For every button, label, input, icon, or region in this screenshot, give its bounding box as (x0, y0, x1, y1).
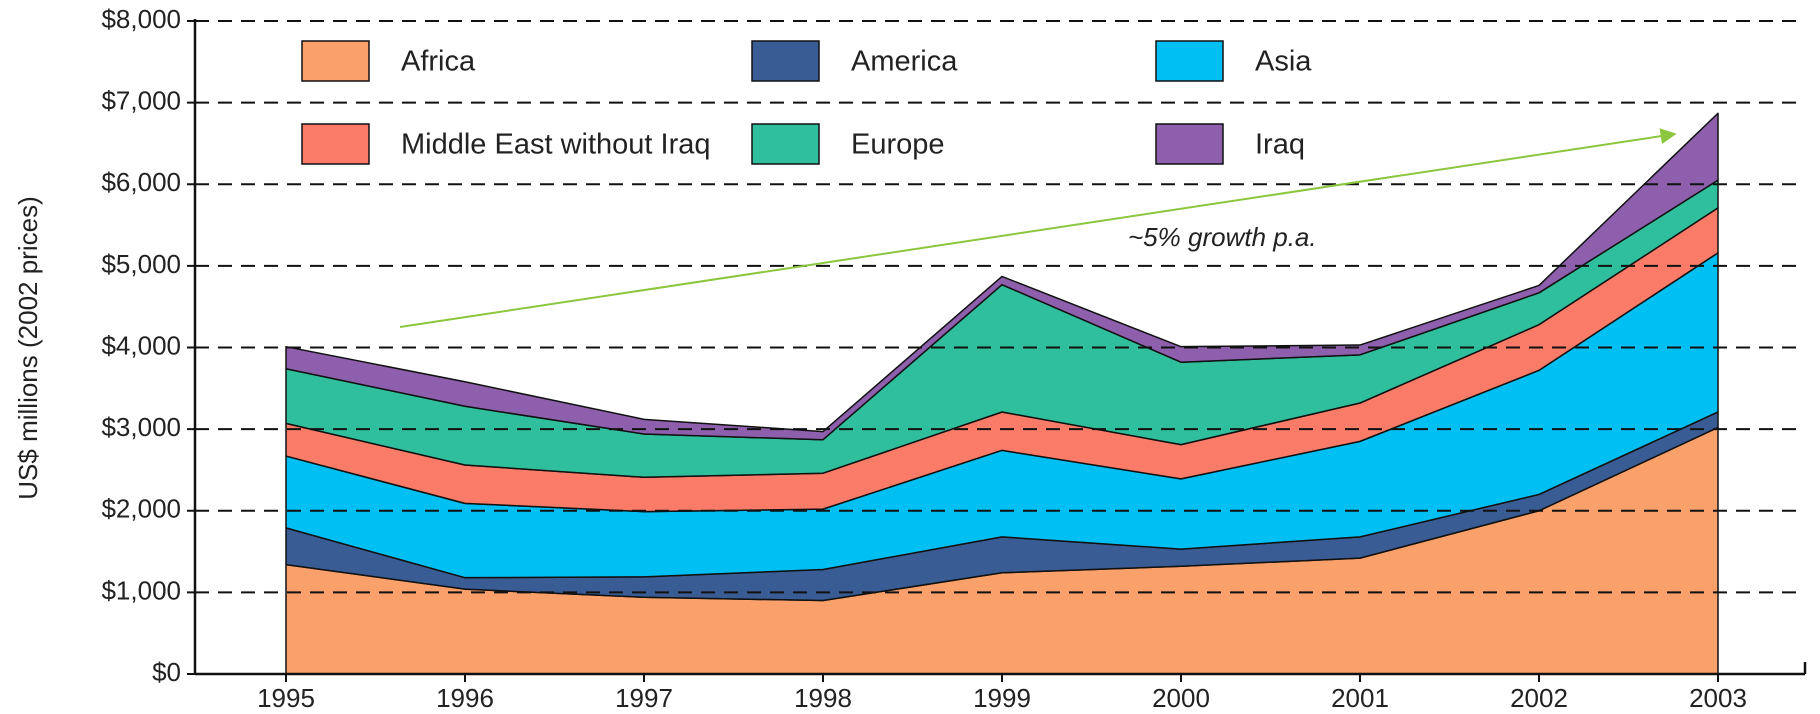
x-tick-label: 2002 (1510, 683, 1568, 713)
x-tick-label: 1997 (615, 683, 673, 713)
y-tick-label: $7,000 (101, 86, 181, 116)
area (285, 112, 1719, 441)
y-tick-label: $4,000 (101, 330, 181, 360)
legend-text: Iraq (1255, 129, 1305, 161)
legend-text: Africa (401, 46, 476, 78)
legend-text: Asia (1255, 46, 1312, 78)
trend-arrow (399, 128, 1677, 328)
legend-text: America (851, 46, 958, 78)
areas (285, 112, 1719, 675)
legend-swatch (1155, 40, 1224, 82)
legend-swatch (301, 40, 370, 82)
y-tick-label: $1,000 (101, 575, 181, 605)
legend-text: Europe (851, 129, 945, 161)
x-tick-label: 2003 (1689, 683, 1747, 713)
y-tick-label: $2,000 (101, 494, 181, 524)
x-tick-label: 2001 (1331, 683, 1389, 713)
y-tick-label: $8,000 (101, 4, 181, 34)
y-tick-label: $3,000 (101, 412, 181, 442)
y-tick-label: $6,000 (101, 167, 181, 197)
x-tick-label: 2000 (1152, 683, 1210, 713)
legend-swatch (301, 123, 370, 165)
y-axis-label: US$ millions (2002 prices) (13, 196, 43, 499)
y-tick-label: $5,000 (101, 249, 181, 279)
annotation: ~5% growth p.a. (1128, 222, 1317, 252)
x-tick-label: 1996 (436, 683, 494, 713)
legend-swatch (1155, 123, 1224, 165)
y-tick-label: $0 (152, 657, 181, 687)
x-tick-label: 1998 (794, 683, 852, 713)
x-tick-label: 1995 (257, 683, 315, 713)
x-tick-label: 1999 (973, 683, 1031, 713)
legend-swatch (751, 123, 820, 165)
grid (187, 20, 1805, 675)
legend-swatch (751, 40, 820, 82)
legend-text: Middle East without Iraq (401, 129, 710, 161)
